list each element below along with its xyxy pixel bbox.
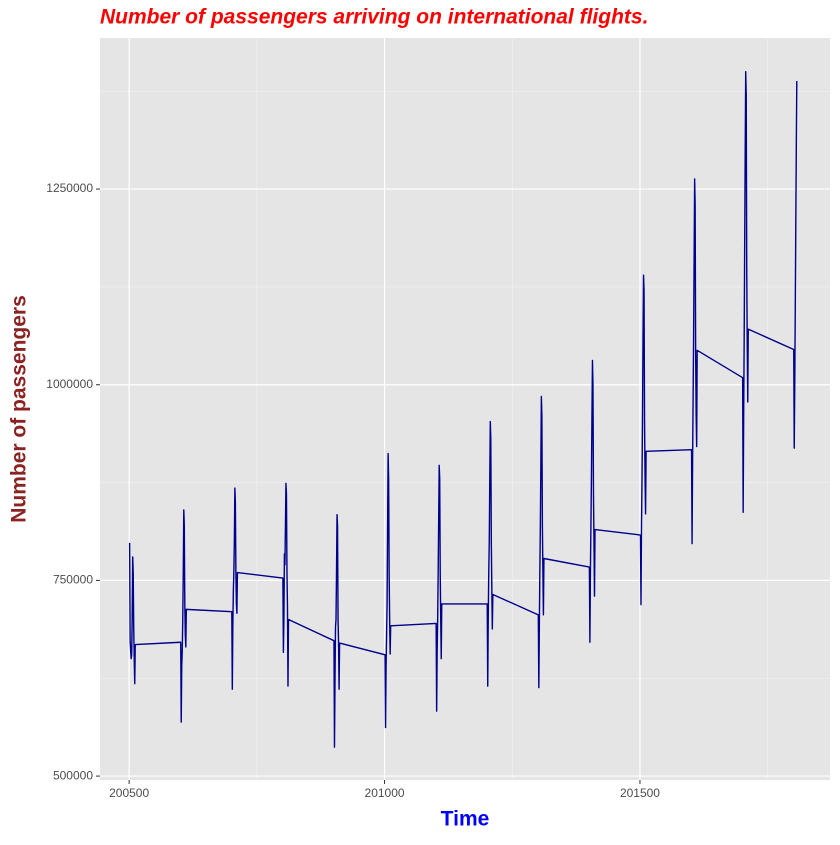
x-tick-label: 201500 (620, 786, 660, 800)
data-line (128, 70, 798, 748)
y-axis-label: Number of passengers (8, 295, 31, 523)
y-tick-label: 1250000 (46, 181, 93, 195)
y-tick-label: 750000 (53, 573, 93, 587)
y-tick-label: 1000000 (46, 377, 93, 391)
panel (100, 38, 830, 780)
x-axis-label: Time (441, 808, 490, 831)
x-tick-label: 201000 (365, 786, 405, 800)
grid (100, 38, 830, 780)
x-tick-label: 200500 (109, 786, 149, 800)
chart-title: Number of passengers arriving on interna… (100, 6, 648, 29)
y-tick-label: 500000 (53, 768, 93, 782)
